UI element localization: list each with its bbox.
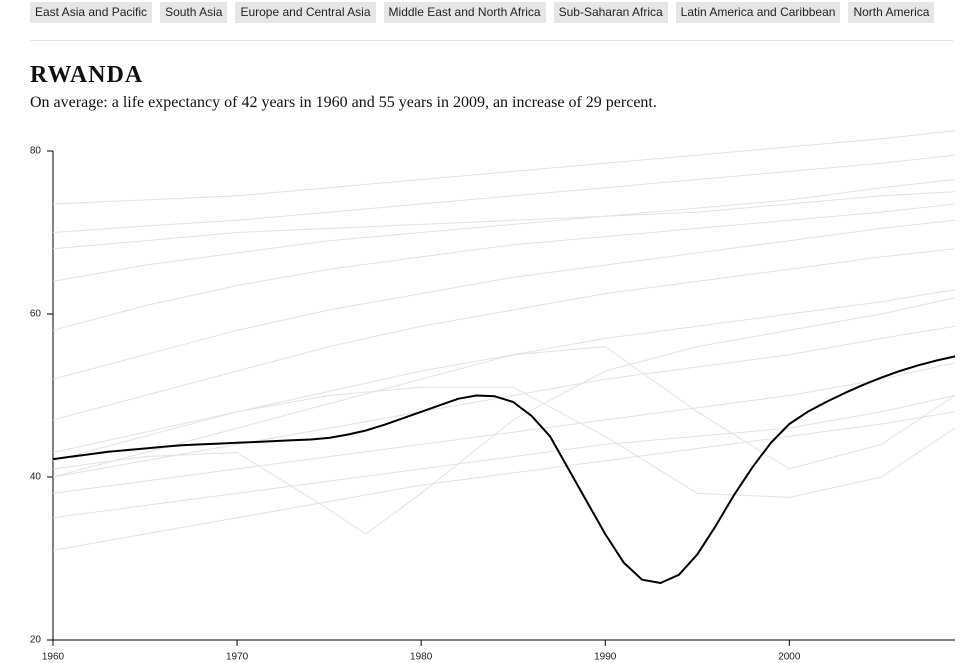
background-line [52,154,956,233]
x-tick-label: 1990 [594,652,617,663]
region-button[interactable]: Latin America and Caribbean [675,2,841,23]
background-line [52,395,956,519]
x-tick-label: 1960 [42,652,65,663]
background-line [52,362,956,494]
country-title: RWANDA [30,62,144,88]
region-button[interactable]: East Asia and Pacific [30,2,153,23]
region-nav: East Asia and Pacific South Asia Europe an… [30,2,935,23]
background-line [52,179,956,250]
country-line [52,355,956,584]
background-line [52,191,956,282]
background-line [52,346,956,478]
region-button[interactable]: North America [848,2,935,23]
background-line [52,203,956,331]
region-button[interactable]: Middle East and North Africa [383,2,546,23]
region-button[interactable]: Sub-Saharan Africa [553,2,668,23]
x-tick-label: 2000 [778,652,801,663]
background-line [52,248,956,421]
background-line [52,297,956,535]
region-button[interactable]: Europe and Central Asia [235,2,376,23]
background-line [52,386,956,498]
background-line [52,325,956,478]
x-tick-label: 1980 [410,652,433,663]
x-tick-label: 1970 [226,652,249,663]
y-tick-label: 40 [30,472,42,483]
y-tick-label: 20 [30,635,42,646]
y-tick-label: 60 [30,309,42,320]
background-line [52,219,956,380]
background-line [52,411,956,551]
background-line [52,289,956,453]
background-line [52,130,956,205]
region-button[interactable]: South Asia [160,2,228,23]
y-tick-label: 80 [30,146,42,157]
divider [30,40,953,41]
summary: On average: a life expectancy of 42 year… [30,94,657,111]
